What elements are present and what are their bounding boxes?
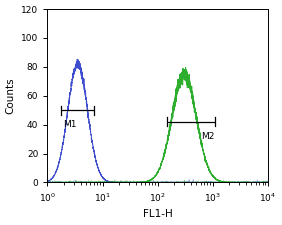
- Y-axis label: Counts: Counts: [6, 77, 16, 114]
- Text: M1: M1: [63, 120, 76, 129]
- Text: M2: M2: [201, 132, 214, 141]
- X-axis label: FL1-H: FL1-H: [143, 209, 173, 219]
